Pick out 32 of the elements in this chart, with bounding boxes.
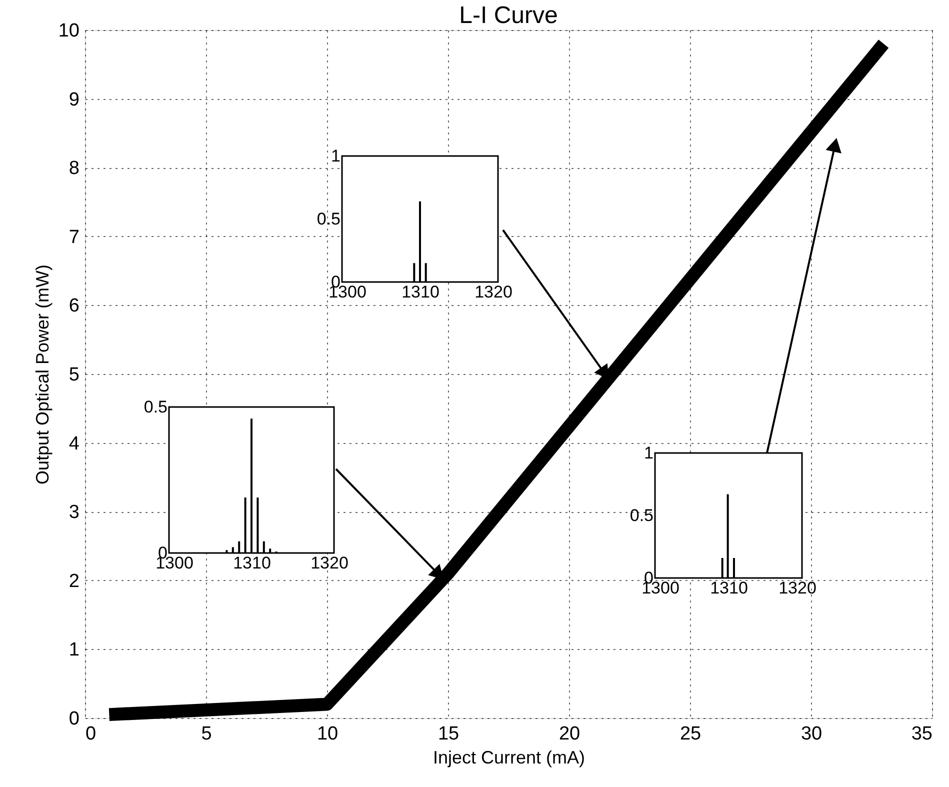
x-tick-label: 20 [558, 724, 580, 744]
y-tick-label: 6 [68, 296, 80, 317]
x-tick-label: 15 [438, 724, 460, 744]
y-tick-label: 5 [68, 364, 80, 386]
y-tick-label: 2 [68, 570, 80, 592]
y-tick-label: 0.5 [630, 506, 654, 525]
x-tick-label: 1310 [710, 578, 748, 598]
x-tick-label: 30 [800, 724, 822, 744]
x-tick-label: 1310 [233, 554, 271, 572]
y-tick-label: 1 [644, 444, 654, 462]
y-tick-label: 9 [68, 89, 80, 110]
y-tick-label: 1 [68, 640, 80, 661]
x-tick-label: 5 [201, 724, 212, 744]
y-tick-label: 0 [68, 708, 80, 730]
x-tick-label: 0 [86, 724, 96, 744]
x-tick-label: 25 [680, 724, 702, 744]
x-tick-label: 1320 [474, 282, 512, 302]
y-tick-label: 8 [68, 158, 80, 180]
y-tick-label: 3 [68, 502, 80, 524]
y-tick-label: 0.5 [316, 210, 340, 228]
y-tick-label: 0.5 [144, 398, 168, 416]
x-axis-title: Inject Current (mA) [432, 748, 586, 768]
y-tick-label: 1 [331, 146, 340, 166]
y-tick-label: 10 [58, 20, 80, 42]
x-tick-label: 1310 [402, 282, 440, 302]
chart-title: L-I Curve [459, 2, 558, 29]
x-tick-label: 1320 [778, 578, 816, 598]
y-tick-label: 7 [68, 226, 80, 248]
y-tick-label: 4 [68, 433, 80, 454]
x-tick-label: 35 [911, 724, 932, 744]
y-axis-title: Output Optical Power (mW) [32, 264, 52, 485]
x-tick-label: 1320 [310, 554, 348, 572]
